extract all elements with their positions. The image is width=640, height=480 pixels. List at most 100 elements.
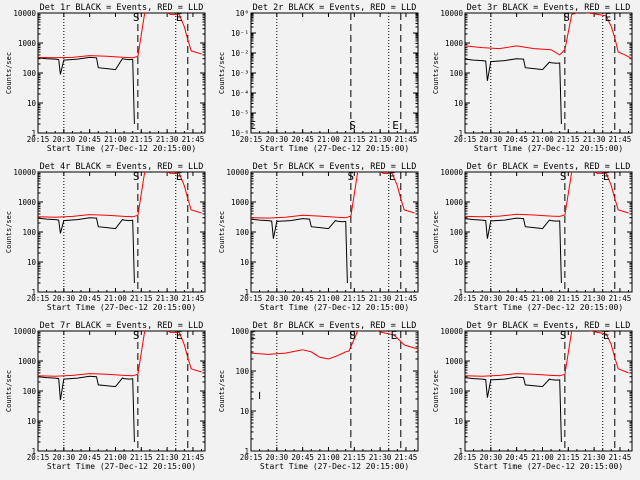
y-tick-label: 1 (458, 129, 463, 138)
y-tick-label: 1000 (18, 357, 37, 366)
plot-frame (37, 330, 206, 452)
x-tick-label: 21:15 (557, 135, 580, 144)
y-tick-label: 1000 (231, 198, 250, 207)
marker-annotation: E (603, 170, 610, 183)
x-tick-label: 21:30 (583, 453, 606, 462)
plot-frame (250, 330, 419, 452)
x-tick-label: 21:00 (104, 453, 127, 462)
y-tick-label: 10 (454, 417, 464, 426)
x-tick-label: 21:30 (369, 294, 392, 303)
x-tick-label: 21:30 (156, 294, 179, 303)
y-tick-label: 1000 (18, 198, 37, 207)
x-tick-label: 21:45 (395, 135, 418, 144)
y-tick-label: 10 (240, 407, 250, 416)
x-tick-label: 20:30 (480, 294, 503, 303)
x-axis-label: Start Time (27-Dec-12 20:15:00) (474, 303, 623, 312)
y-tick-label: 100 (235, 228, 249, 237)
x-tick-label: 21:00 (317, 453, 340, 462)
marker-annotation: S (563, 11, 570, 24)
y-axis-label: Counts/sec (432, 211, 440, 253)
panel-title: Det 4r BLACK = Events, RED = LLD (40, 162, 204, 172)
series-events-line (38, 375, 135, 443)
x-tick-label: 20:30 (266, 294, 289, 303)
x-axis-label: Start Time (27-Dec-12 20:15:00) (47, 144, 196, 153)
y-tick-label: 1 (244, 288, 249, 297)
marker-annotation: S (133, 170, 140, 183)
x-tick-label: 21:45 (182, 294, 205, 303)
panel-5: Det 5r BLACK = Events, RED = LLD 20:15 20:… (218, 162, 419, 312)
x-tick-label: 20:15 (27, 453, 50, 462)
series-lld-line (38, 172, 202, 218)
y-tick-label: 10000 (440, 327, 463, 336)
x-tick-label: 20:15 (240, 453, 263, 462)
marker-annotation: E (176, 329, 183, 342)
series-events-line (38, 56, 135, 125)
y-tick-label: 10⁰ (235, 9, 249, 18)
x-tick-label: 21:15 (130, 294, 153, 303)
y-tick-label: 10000 (440, 168, 463, 177)
y-axis-label: Counts/sec (432, 370, 440, 412)
y-tick-label: 10000 (226, 168, 249, 177)
series-lld-line (38, 13, 202, 59)
x-axis-label: Start Time (27-Dec-12 20:15:00) (260, 462, 409, 471)
x-axis-label: Start Time (27-Dec-12 20:15:00) (260, 144, 409, 153)
x-tick-label: 20:45 (78, 294, 101, 303)
x-tick-label: 20:45 (505, 294, 528, 303)
x-tick-label: 21:30 (369, 135, 392, 144)
x-axis-label: Start Time (27-Dec-12 20:15:00) (474, 462, 623, 471)
x-axis-label: Start Time (27-Dec-12 20:15:00) (474, 144, 623, 153)
x-tick-label: 20:30 (53, 453, 76, 462)
panel-8: Det 8r BLACK = Events, RED = LLD 20:15 20:… (218, 321, 419, 471)
y-tick-label: 1000 (18, 39, 37, 48)
y-tick-label: 10⁻⁴ (231, 89, 249, 98)
x-tick-label: 20:45 (291, 453, 314, 462)
y-tick-label: 10⁻¹ (231, 29, 249, 38)
y-axis-label: Counts/sec (218, 211, 226, 253)
y-tick-label: 10000 (13, 9, 36, 18)
y-tick-label: 1 (458, 447, 463, 456)
y-axis-label: Counts/sec (5, 211, 13, 253)
y-axis-label: Counts/sec (218, 370, 226, 412)
y-tick-label: 10⁻³ (231, 69, 249, 78)
x-axis-label: Start Time (27-Dec-12 20:15:00) (47, 303, 196, 312)
y-axis-label: Counts/sec (218, 52, 226, 94)
x-tick-label: 20:15 (454, 135, 477, 144)
series-lld-line (465, 172, 629, 218)
plot-frame (250, 12, 419, 134)
x-tick-label: 21:30 (156, 135, 179, 144)
x-tick-label: 21:30 (156, 453, 179, 462)
y-tick-label: 100 (22, 387, 36, 396)
panel-title: Det 3r BLACK = Events, RED = LLD (467, 3, 631, 13)
x-tick-label: 21:00 (531, 453, 554, 462)
marker-annotation: S (349, 329, 356, 342)
plot-frame (37, 171, 206, 293)
panel-title: Det 7r BLACK = Events, RED = LLD (40, 321, 204, 331)
x-tick-label: 21:45 (609, 453, 632, 462)
series-lld-line (38, 331, 202, 377)
plot-frame (464, 171, 633, 293)
series-lld-line (251, 172, 415, 219)
x-tick-label: 20:45 (291, 135, 314, 144)
marker-annotation: E (176, 170, 183, 183)
marker-annotation: E (605, 11, 612, 24)
x-tick-label: 20:15 (240, 294, 263, 303)
panel-title: Det 5r BLACK = Events, RED = LLD (253, 162, 417, 172)
x-tick-label: 20:15 (454, 294, 477, 303)
marker-annotation: E (391, 329, 398, 342)
marker-annotation: S (133, 11, 140, 24)
x-tick-label: 21:15 (557, 453, 580, 462)
y-tick-label: 10000 (13, 327, 36, 336)
panel-title: Det 1r BLACK = Events, RED = LLD (40, 3, 204, 13)
x-tick-label: 21:30 (369, 453, 392, 462)
x-tick-label: 20:30 (266, 135, 289, 144)
x-tick-label: 21:45 (182, 453, 205, 462)
y-tick-label: 100 (22, 69, 36, 78)
x-tick-label: 20:45 (78, 453, 101, 462)
panel-title: Det 8r BLACK = Events, RED = LLD (253, 321, 417, 331)
x-tick-label: 20:45 (505, 135, 528, 144)
x-tick-label: 21:15 (343, 294, 366, 303)
x-tick-label: 21:00 (531, 294, 554, 303)
